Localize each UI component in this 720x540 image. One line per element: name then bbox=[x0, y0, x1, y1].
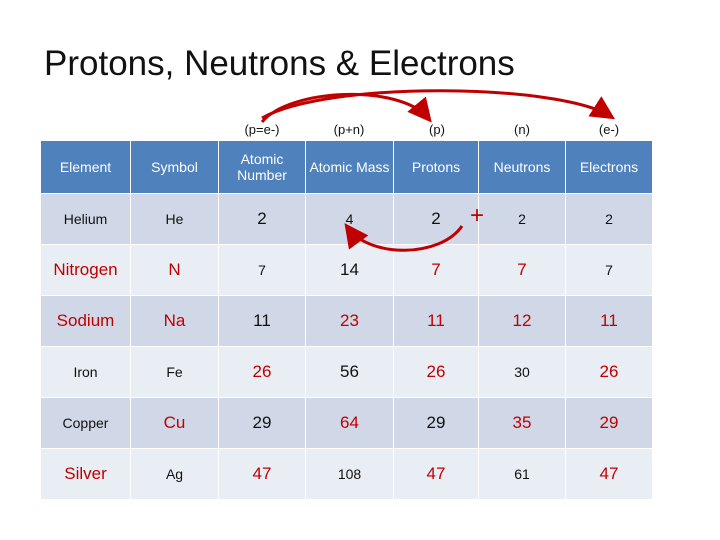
column-note: (p) bbox=[429, 122, 445, 137]
table-cell: 11 bbox=[218, 295, 306, 347]
table-cell: 23 bbox=[305, 295, 394, 347]
table-row: Copper Cu 29 64 29 35 29 bbox=[40, 397, 653, 449]
table-cell: Cu bbox=[130, 397, 219, 449]
table-cell: 14 bbox=[305, 244, 394, 296]
header-row: Element Symbol Atomic Number Atomic Mass Pro… bbox=[40, 140, 653, 194]
table-cell: Nitrogen bbox=[40, 244, 131, 296]
header-cell: Protons bbox=[393, 140, 479, 194]
table-cell: Copper bbox=[40, 397, 131, 449]
header-cell: Symbol bbox=[130, 140, 219, 194]
table-cell: N bbox=[130, 244, 219, 296]
table-cell: 47 bbox=[393, 448, 479, 500]
column-note: (e-) bbox=[598, 122, 620, 137]
table-cell: 26 bbox=[565, 346, 653, 398]
table-cell: 7 bbox=[393, 244, 479, 296]
element-table: Element Symbol Atomic Number Atomic Mass Pro… bbox=[40, 140, 653, 500]
table-cell: Fe bbox=[130, 346, 219, 398]
arrow bbox=[260, 92, 432, 123]
table-cell: 2 bbox=[478, 193, 566, 245]
header-cell: Element bbox=[40, 140, 131, 194]
table-cell: 29 bbox=[565, 397, 653, 449]
table-cell: 47 bbox=[565, 448, 653, 500]
header-cell: Atomic Mass bbox=[305, 140, 394, 194]
slide-title: Protons, Neutrons & Electrons bbox=[44, 44, 515, 83]
table-cell: 2 bbox=[218, 193, 306, 245]
table-cell: 12 bbox=[478, 295, 566, 347]
table-cell: Helium bbox=[40, 193, 131, 245]
table-cell: 7 bbox=[565, 244, 653, 296]
table-cell: Sodium bbox=[40, 295, 131, 347]
table-cell: Silver bbox=[40, 448, 131, 500]
table-cell: Ag bbox=[130, 448, 219, 500]
column-note: (p=e-) bbox=[244, 122, 280, 137]
table-cell: 2 bbox=[393, 193, 479, 245]
header-cell: Electrons bbox=[565, 140, 653, 194]
table-cell: He bbox=[130, 193, 219, 245]
table-row: Sodium Na 11 23 11 12 11 bbox=[40, 295, 653, 347]
table-cell: 7 bbox=[218, 244, 306, 296]
table-cell: 64 bbox=[305, 397, 394, 449]
table-cell: 56 bbox=[305, 346, 394, 398]
table-row: Nitrogen N 7 14 7 7 7 bbox=[40, 244, 653, 296]
table-cell: 2 bbox=[565, 193, 653, 245]
table-cell: Na bbox=[130, 295, 219, 347]
table-cell: 11 bbox=[565, 295, 653, 347]
arrow bbox=[261, 89, 616, 120]
table-cell: 61 bbox=[478, 448, 566, 500]
table-cell: 35 bbox=[478, 397, 566, 449]
table-row: Helium He 2 4 2 2 2 bbox=[40, 193, 653, 245]
table-cell: 47 bbox=[218, 448, 306, 500]
column-note: (n) bbox=[514, 122, 530, 137]
plus-sign: + bbox=[470, 202, 485, 229]
table-cell: 26 bbox=[393, 346, 479, 398]
table-cell: 11 bbox=[393, 295, 479, 347]
table-cell: 30 bbox=[478, 346, 566, 398]
table-cell: 7 bbox=[478, 244, 566, 296]
column-note: (p+n) bbox=[333, 122, 365, 137]
table-cell: Iron bbox=[40, 346, 131, 398]
table-cell: 29 bbox=[218, 397, 306, 449]
table-row: Iron Fe 26 56 26 30 26 bbox=[40, 346, 653, 398]
table-cell: 108 bbox=[305, 448, 394, 500]
table-cell: 29 bbox=[393, 397, 479, 449]
table-cell: 4 bbox=[305, 193, 394, 245]
header-cell: Atomic Number bbox=[218, 140, 306, 194]
table-cell: 26 bbox=[218, 346, 306, 398]
header-cell: Neutrons bbox=[478, 140, 566, 194]
table-row: Silver Ag 47 108 47 61 47 bbox=[40, 448, 653, 500]
